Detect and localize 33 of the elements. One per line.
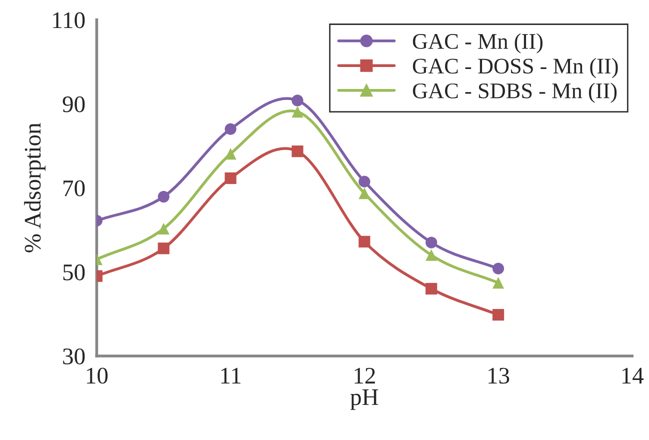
x-tick-label: 11 bbox=[221, 368, 241, 384]
y-tick-label: 110 bbox=[53, 12, 85, 28]
point bbox=[426, 249, 438, 261]
y-tick-label: 70 bbox=[64, 180, 85, 196]
y-axis-title: % Adsorption bbox=[24, 122, 46, 252]
y-tick-label: 30 bbox=[63, 348, 85, 364]
point bbox=[158, 190, 170, 203]
x-tick-label: 14 bbox=[622, 368, 644, 384]
legend-label: GAC - Mn (II) bbox=[412, 33, 542, 54]
x-axis-title: pH bbox=[350, 389, 378, 410]
point bbox=[492, 308, 504, 321]
point bbox=[158, 242, 170, 254]
x-tick-label: 12 bbox=[354, 368, 375, 384]
point bbox=[358, 188, 370, 200]
point bbox=[292, 106, 304, 118]
point bbox=[426, 236, 438, 248]
point bbox=[158, 222, 170, 234]
point bbox=[492, 262, 504, 274]
point bbox=[358, 236, 370, 248]
point bbox=[492, 277, 504, 289]
legend-label: GAC - DOSS - Mn (II) bbox=[412, 58, 618, 78]
point bbox=[224, 172, 236, 184]
x-tick-label: 13 bbox=[488, 368, 510, 384]
y-tick-label: 50 bbox=[63, 264, 85, 280]
point bbox=[426, 282, 438, 295]
point bbox=[224, 148, 236, 160]
y-tick-label: 90 bbox=[62, 96, 85, 112]
point bbox=[224, 123, 236, 135]
point bbox=[358, 176, 370, 188]
point bbox=[292, 94, 304, 106]
x-tick-label: 10 bbox=[86, 368, 108, 384]
point bbox=[292, 146, 304, 158]
legend-label: GAC - SDBS - Mn (II) bbox=[412, 82, 617, 103]
